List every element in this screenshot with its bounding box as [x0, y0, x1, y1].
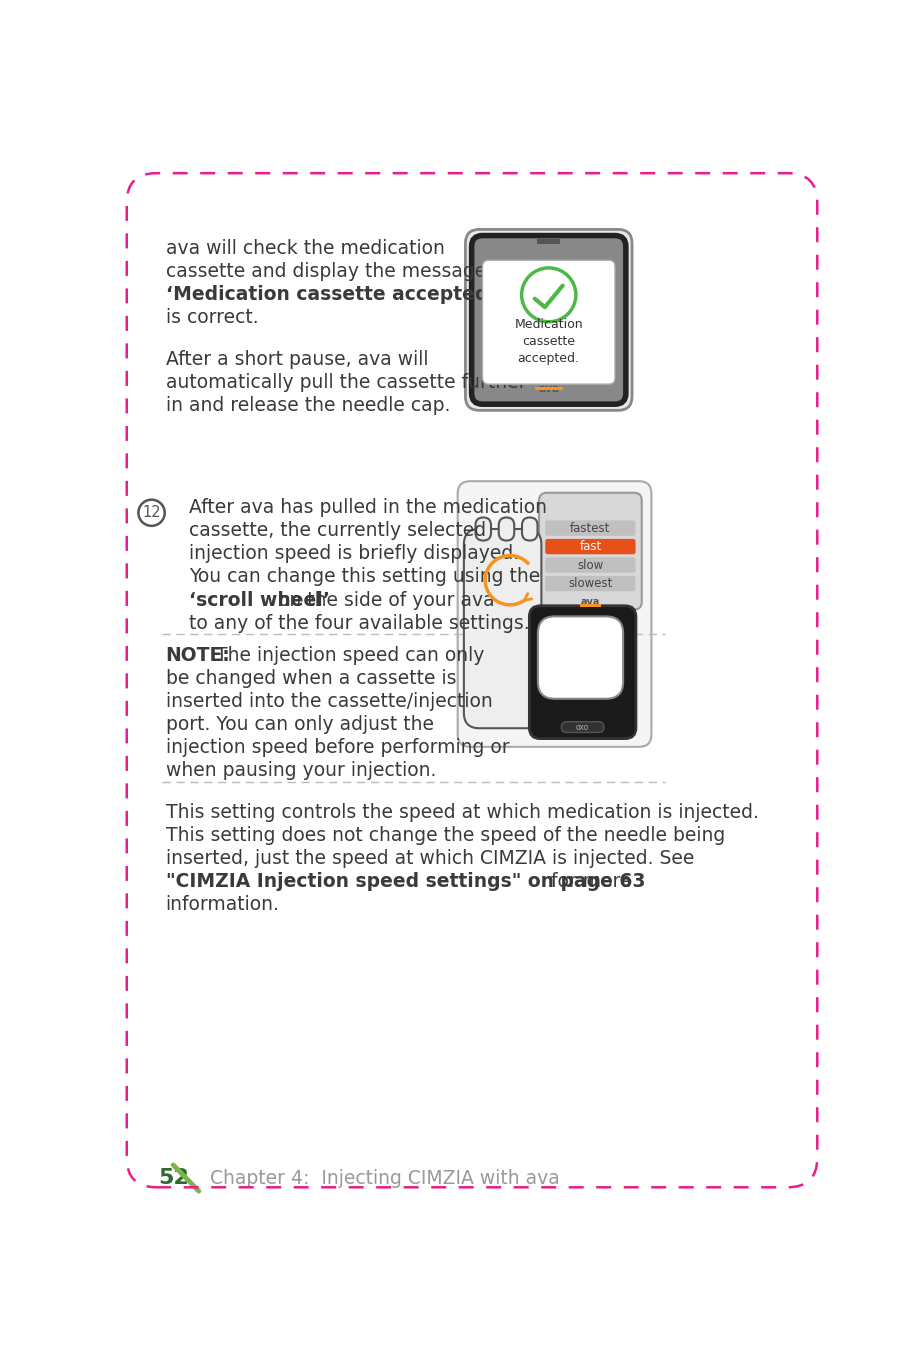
FancyBboxPatch shape — [538, 617, 624, 699]
FancyBboxPatch shape — [545, 539, 635, 554]
FancyBboxPatch shape — [561, 722, 604, 733]
Text: automatically pull the cassette further: automatically pull the cassette further — [166, 373, 526, 392]
Text: cassette and display the message: cassette and display the message — [166, 261, 485, 280]
Text: 52: 52 — [157, 1168, 189, 1188]
Text: injection speed is briefly displayed.: injection speed is briefly displayed. — [189, 544, 519, 563]
Text: when pausing your injection.: when pausing your injection. — [166, 761, 436, 780]
Text: for more: for more — [545, 873, 632, 892]
Text: in and release the needle cap.: in and release the needle cap. — [166, 396, 449, 415]
Text: to any of the four available settings.: to any of the four available settings. — [189, 614, 530, 633]
Bar — [537, 238, 560, 244]
Text: injection speed before performing or: injection speed before performing or — [166, 738, 509, 757]
FancyBboxPatch shape — [458, 481, 651, 746]
Text: inserted into the cassette/injection: inserted into the cassette/injection — [166, 692, 492, 711]
Text: information.: information. — [166, 896, 279, 915]
FancyBboxPatch shape — [530, 606, 635, 738]
Text: ‘scroll wheel’: ‘scroll wheel’ — [189, 590, 330, 610]
Text: ava: ava — [538, 384, 559, 393]
Bar — [535, 387, 563, 391]
Text: be changed when a cassette is: be changed when a cassette is — [166, 669, 456, 688]
FancyBboxPatch shape — [522, 517, 538, 540]
Text: "CIMZIA Injection speed settings" on page 63: "CIMZIA Injection speed settings" on pag… — [166, 873, 645, 892]
Text: port. You can only adjust the: port. You can only adjust the — [166, 715, 434, 734]
Text: oxo: oxo — [576, 722, 589, 731]
Text: This setting does not change the speed of the needle being: This setting does not change the speed o… — [166, 826, 725, 845]
Text: slow: slow — [577, 559, 603, 571]
FancyBboxPatch shape — [472, 236, 626, 404]
FancyBboxPatch shape — [545, 558, 635, 572]
Text: slowest: slowest — [568, 577, 612, 590]
Text: ‘Medication cassette accepted.’ if it: ‘Medication cassette accepted.’ if it — [166, 284, 545, 304]
FancyBboxPatch shape — [499, 517, 514, 540]
Text: is correct.: is correct. — [166, 308, 258, 327]
Text: on the side of your ava: on the side of your ava — [273, 590, 495, 610]
FancyBboxPatch shape — [545, 577, 635, 591]
Text: ava will check the medication: ava will check the medication — [166, 238, 444, 257]
FancyBboxPatch shape — [483, 260, 615, 384]
Text: 12: 12 — [142, 505, 161, 520]
FancyBboxPatch shape — [475, 517, 491, 540]
Text: fastest: fastest — [570, 521, 611, 535]
Text: Medication
cassette
accepted.: Medication cassette accepted. — [515, 318, 583, 365]
Text: Chapter 4:  Injecting CIMZIA with ava: Chapter 4: Injecting CIMZIA with ava — [210, 1169, 559, 1188]
Text: You can change this setting using the: You can change this setting using the — [189, 567, 540, 586]
Text: fast: fast — [579, 540, 601, 554]
Text: cassette, the currently selected: cassette, the currently selected — [189, 521, 486, 540]
Text: inserted, just the speed at which CIMZIA is injected. See: inserted, just the speed at which CIMZIA… — [166, 849, 694, 869]
Text: After ava has pulled in the medication: After ava has pulled in the medication — [189, 498, 547, 517]
Text: NOTE:: NOTE: — [166, 647, 230, 665]
Text: ava: ava — [581, 597, 600, 607]
Text: The injection speed can only: The injection speed can only — [211, 647, 484, 665]
FancyBboxPatch shape — [545, 520, 635, 536]
FancyBboxPatch shape — [539, 493, 642, 610]
FancyBboxPatch shape — [464, 529, 542, 729]
Text: After a short pause, ava will: After a short pause, ava will — [166, 349, 428, 369]
Bar — [579, 605, 601, 606]
FancyBboxPatch shape — [465, 229, 632, 411]
Text: This setting controls the speed at which medication is injected.: This setting controls the speed at which… — [166, 803, 758, 822]
